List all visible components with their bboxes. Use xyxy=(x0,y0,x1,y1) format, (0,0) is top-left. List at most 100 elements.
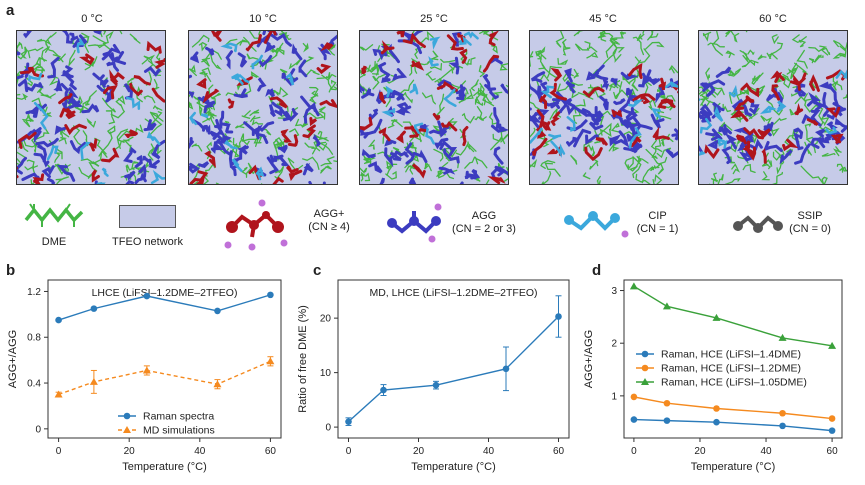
molecule-fragment xyxy=(146,131,161,146)
molecule-fragment xyxy=(584,41,598,53)
molecule-fragment xyxy=(631,74,639,92)
legend-marker xyxy=(641,350,649,358)
molecule-fragment xyxy=(129,33,141,44)
molecule-fragment xyxy=(80,158,100,167)
molecule-fragment xyxy=(31,135,37,153)
molecule-fragment xyxy=(366,65,379,75)
molecule-fragment xyxy=(333,84,337,90)
molecule-fragment xyxy=(784,129,799,147)
molecule-fragment xyxy=(45,31,57,46)
molecule-fragment xyxy=(250,71,259,78)
molecule-fragment xyxy=(191,34,210,48)
molecule-fragment xyxy=(110,103,126,119)
molecule-fragment xyxy=(506,166,508,172)
molecule-fragment xyxy=(744,108,753,117)
legend-ssip: SSIP (CN = 0) xyxy=(780,210,840,236)
data-point xyxy=(778,333,787,341)
molecule-fragment xyxy=(191,118,207,132)
molecule-fragment xyxy=(808,74,820,92)
molecule-fragment xyxy=(143,54,156,61)
molecule-fragment xyxy=(730,31,735,36)
molecule-fragment xyxy=(651,155,668,165)
molecule-fragment xyxy=(806,118,819,126)
molecule-fragment xyxy=(53,77,63,92)
molecule-fragment xyxy=(27,46,44,59)
molecule-fragment xyxy=(827,84,841,110)
molecule-fragment xyxy=(363,158,372,165)
y-tick-label: 10 xyxy=(320,368,332,379)
molecule-fragment xyxy=(804,123,812,139)
molecule-fragment xyxy=(268,104,276,118)
legend-agg-name: AGG xyxy=(471,210,497,222)
molecule-fragment xyxy=(702,31,712,42)
molecule-fragment xyxy=(455,141,469,156)
molecule-fragment xyxy=(36,127,50,140)
molecule-fragment xyxy=(17,93,29,100)
molecule-fragment xyxy=(317,130,328,140)
molecule-fragment xyxy=(289,128,300,138)
molecule-fragment xyxy=(412,163,426,179)
molecule-fragment xyxy=(655,85,666,104)
molecule-fragment xyxy=(727,68,742,77)
molecule-fragment xyxy=(189,51,200,64)
molecule-fragment xyxy=(360,171,366,182)
data-point xyxy=(380,386,387,394)
molecule-fragment xyxy=(361,148,376,159)
molecule-fragment xyxy=(717,137,728,149)
panel-label-c: c xyxy=(313,262,322,279)
molecule-fragment xyxy=(360,167,368,174)
molecule-fragment xyxy=(320,165,332,174)
molecule-fragment xyxy=(650,113,665,129)
molecule-fragment xyxy=(298,59,308,78)
data-point xyxy=(555,313,562,320)
molecule-fragment xyxy=(570,154,578,165)
molecule-fragment xyxy=(532,137,548,156)
molecule-fragment xyxy=(648,98,657,111)
molecule-fragment xyxy=(499,63,508,71)
molecule-fragment xyxy=(808,54,822,64)
molecule-fragment xyxy=(125,96,141,111)
molecule-fragment xyxy=(573,31,584,37)
molecule-fragment xyxy=(68,49,76,68)
sim-snapshot-0c xyxy=(16,30,166,185)
legend-label: Raman, HCE (LiFSI–1.05DME) xyxy=(661,377,807,389)
molecule-fragment xyxy=(745,95,755,103)
y-axis-label: AGG+/AGG xyxy=(583,330,595,388)
molecule-fragment xyxy=(200,113,209,119)
molecule-fragment xyxy=(91,169,100,183)
molecule-fragment xyxy=(220,122,234,134)
molecule-fragment xyxy=(460,48,469,66)
molecule-fragment xyxy=(599,95,609,111)
molecule-fragment xyxy=(47,56,60,79)
molecule-fragment xyxy=(761,159,773,167)
molecule-fragment xyxy=(264,48,278,70)
molecule-fragment xyxy=(839,166,847,173)
molecule-fragment xyxy=(55,163,66,175)
molecule-fragment xyxy=(211,92,222,100)
molecule-fragment xyxy=(309,116,318,127)
molecule-fragment xyxy=(288,57,303,70)
molecule-fragment xyxy=(461,112,475,124)
molecule-fragment xyxy=(212,118,226,140)
molecule-fragment xyxy=(599,128,612,138)
dme-molecule-icon xyxy=(24,203,84,227)
molecule-fragment xyxy=(488,112,498,125)
molecule-fragment xyxy=(603,43,618,65)
molecule-fragment xyxy=(530,127,536,138)
molecule-fragment xyxy=(832,74,843,91)
legend-agg: AGG (CN = 2 or 3) xyxy=(444,210,524,236)
molecule-fragment xyxy=(457,32,466,44)
molecule-fragment xyxy=(232,137,242,148)
molecule-fragment xyxy=(593,105,604,123)
molecule-fragment xyxy=(211,31,222,42)
molecule-fragment xyxy=(150,111,164,122)
molecule-fragment xyxy=(225,50,234,70)
molecule-fragment xyxy=(530,110,542,124)
molecule-fragment xyxy=(814,54,824,62)
molecule-fragment xyxy=(739,50,749,63)
molecule-fragment xyxy=(395,150,409,158)
molecule-fragment xyxy=(645,148,658,160)
x-tick-label: 60 xyxy=(553,446,565,457)
panel-label-b: b xyxy=(6,262,16,279)
molecule-fragment xyxy=(300,95,320,117)
